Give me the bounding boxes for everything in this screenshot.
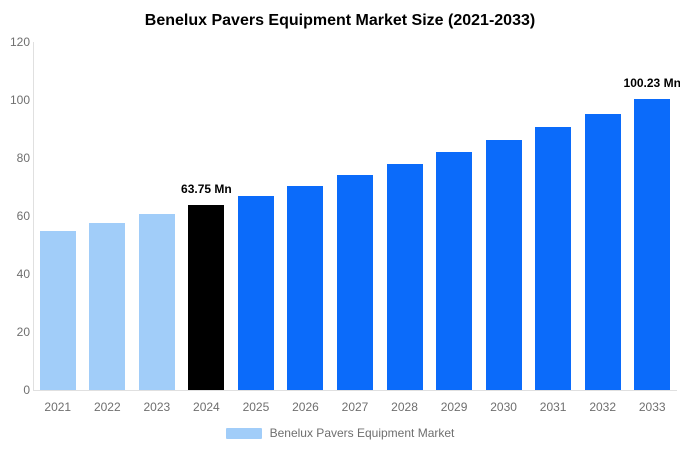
- x-axis-label-2025: 2025: [242, 400, 270, 414]
- x-axis-label-2031: 2031: [539, 400, 567, 414]
- x-axis-label-2030: 2030: [490, 400, 517, 414]
- bar-2033[interactable]: [634, 99, 670, 390]
- x-axis-label-2029: 2029: [440, 400, 468, 414]
- plot-area: [33, 42, 677, 390]
- bar-2032[interactable]: [585, 114, 621, 390]
- bar-2026[interactable]: [287, 186, 323, 390]
- x-axis-label-2022: 2022: [93, 400, 121, 414]
- legend-item-benelux-pavers-equipment-market[interactable]: Benelux Pavers Equipment Market: [225, 426, 455, 440]
- x-axis-label-2023: 2023: [143, 400, 171, 414]
- x-axis-line: [33, 390, 677, 391]
- data-label-2033: 100.23 Mn: [623, 76, 680, 90]
- bar-2022[interactable]: [89, 223, 125, 390]
- y-axis-tick-20: 20: [16, 325, 30, 339]
- bar-2031[interactable]: [535, 127, 571, 390]
- x-axis-label-2021: 2021: [44, 400, 72, 414]
- chart-title: Benelux Pavers Equipment Market Size (20…: [144, 12, 536, 29]
- y-axis-line: [33, 42, 34, 390]
- y-axis-tick-120: 120: [9, 35, 30, 49]
- bar-2030[interactable]: [486, 140, 522, 390]
- y-axis-tick-100: 100: [9, 93, 30, 107]
- data-label-2024: 63.75 Mn: [181, 182, 232, 196]
- legend-label: Benelux Pavers Equipment Market: [269, 426, 455, 440]
- x-axis-label-2027: 2027: [341, 400, 369, 414]
- legend-swatch: [225, 427, 262, 439]
- legend: Benelux Pavers Equipment Market: [0, 426, 680, 440]
- x-axis-label-2033: 2033: [638, 400, 666, 414]
- bar-2021[interactable]: [40, 231, 76, 390]
- x-axis-label-2026: 2026: [292, 400, 319, 414]
- bar-2023[interactable]: [139, 214, 175, 390]
- x-axis-label-2024: 2024: [193, 400, 220, 414]
- bar-2024[interactable]: [188, 205, 224, 390]
- y-axis-tick-40: 40: [16, 267, 30, 281]
- bar-2027[interactable]: [337, 175, 373, 390]
- y-axis-tick-80: 80: [16, 151, 30, 165]
- x-axis-label-2032: 2032: [589, 400, 617, 414]
- y-axis-tick-60: 60: [16, 209, 30, 223]
- bar-2028[interactable]: [387, 164, 423, 390]
- x-axis-label-2028: 2028: [391, 400, 418, 414]
- bar-2025[interactable]: [238, 196, 274, 390]
- y-axis-tick-0: 0: [23, 383, 30, 397]
- bar-2029[interactable]: [436, 152, 472, 390]
